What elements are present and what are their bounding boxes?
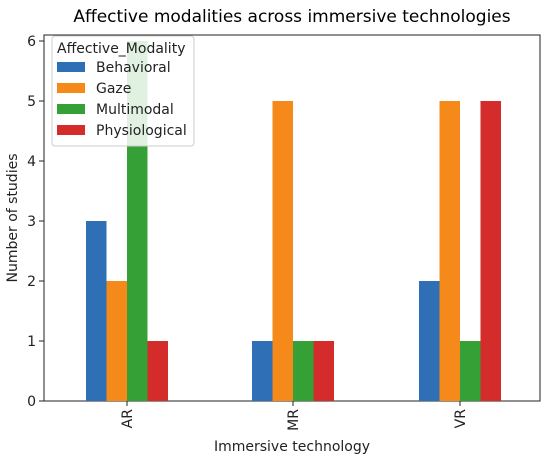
bar-vr-gaze [439,101,460,401]
legend-swatch-multimodal [57,104,85,114]
legend-swatch-behavioral [57,62,85,72]
bar-vr-multimodal [460,341,481,401]
bar-ar-physiological [147,341,168,401]
x-axis-label: Immersive technology [214,439,370,455]
y-tick-label: 1 [27,334,36,350]
y-axis-label: Number of studies [5,154,21,283]
legend-label-gaze: Gaze [96,81,131,97]
bar-mr-multimodal [293,341,314,401]
bar-mr-gaze [272,101,293,401]
bar-vr-physiological [480,101,501,401]
legend-swatch-physiological [57,125,85,135]
y-tick-label: 3 [27,214,36,230]
legend-items: Behavioral Gaze Multimodal Physiological [57,60,187,139]
y-tick-label: 6 [27,34,36,50]
bar-ar-gaze [106,281,127,401]
legend-label-multimodal: Multimodal [96,102,174,118]
y-axis: 0 1 2 3 4 5 6 [27,34,44,410]
y-tick-label: 0 [27,394,36,410]
x-tick-label: VR [453,409,469,429]
legend-label-behavioral: Behavioral [96,60,171,76]
legend-swatch-gaze [57,83,85,93]
y-tick-label: 4 [27,154,36,170]
chart-title: Affective modalities across immersive te… [73,7,510,27]
x-axis: AR MR VR [120,401,469,431]
legend-title: Affective_Modality [57,41,185,57]
y-tick-label: 2 [27,274,36,290]
x-tick-label: AR [120,409,136,429]
legend-box [51,35,195,147]
x-tick-label: MR [286,409,302,431]
bar-ar-behavioral [86,221,107,401]
y-tick-label: 5 [27,94,36,110]
bar-vr-behavioral [419,281,440,401]
bar-mr-behavioral [252,341,273,401]
legend-label-physiological: Physiological [96,123,187,139]
legend: Affective_Modality Behavioral Gaze Multimo… [51,35,195,147]
bar-mr-physiological [313,341,334,401]
